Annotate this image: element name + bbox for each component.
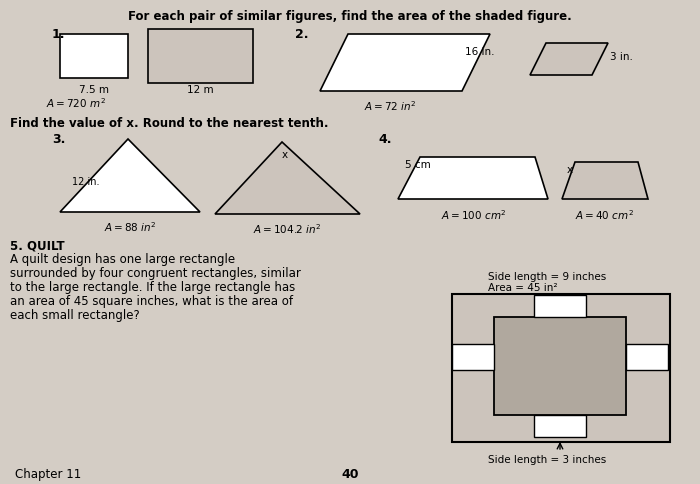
Text: surrounded by four congruent rectangles, similar: surrounded by four congruent rectangles,… <box>10 267 301 279</box>
Text: $A = 104.2\ in^2$: $A = 104.2\ in^2$ <box>253 222 321 235</box>
Text: 12 m: 12 m <box>187 85 214 95</box>
Text: 5 cm: 5 cm <box>405 160 430 170</box>
Text: 16 in.: 16 in. <box>465 47 494 57</box>
Polygon shape <box>60 140 200 212</box>
Bar <box>452 344 494 370</box>
Bar <box>148 30 253 84</box>
Text: 7.5 m: 7.5 m <box>79 85 109 95</box>
Text: 4.: 4. <box>378 133 391 146</box>
Text: 5. QUILT: 5. QUILT <box>10 240 64 253</box>
Text: x: x <box>282 150 288 160</box>
Text: to the large rectangle. If the large rectangle has: to the large rectangle. If the large rec… <box>10 280 295 293</box>
Text: Side length = 3 inches: Side length = 3 inches <box>488 454 606 464</box>
Text: each small rectangle?: each small rectangle? <box>10 308 140 321</box>
Bar <box>452 294 670 442</box>
Text: 3.: 3. <box>52 133 65 146</box>
Text: Area = 45 in²: Area = 45 in² <box>488 283 557 292</box>
Text: 1.: 1. <box>52 28 66 41</box>
Polygon shape <box>530 44 608 76</box>
Text: an area of 45 square inches, what is the area of: an area of 45 square inches, what is the… <box>10 294 293 307</box>
Text: 12 in.: 12 in. <box>72 177 99 187</box>
Text: Chapter 11: Chapter 11 <box>15 467 81 480</box>
Text: x: x <box>567 165 573 175</box>
Text: $A = 40\ cm^2$: $A = 40\ cm^2$ <box>575 208 634 221</box>
Text: A quilt design has one large rectangle: A quilt design has one large rectangle <box>10 253 235 265</box>
Bar <box>60 35 128 79</box>
Polygon shape <box>398 158 548 199</box>
Text: Side length = 9 inches: Side length = 9 inches <box>488 272 606 281</box>
Bar <box>494 318 626 415</box>
Polygon shape <box>320 35 490 92</box>
Text: $A = 72\ in^2$: $A = 72\ in^2$ <box>363 99 416 113</box>
Text: $A = 720\ m^2$: $A = 720\ m^2$ <box>46 96 106 109</box>
Text: For each pair of similar figures, find the area of the shaded figure.: For each pair of similar figures, find t… <box>128 10 572 23</box>
Bar <box>626 344 668 370</box>
Text: $A = 100\ cm^2$: $A = 100\ cm^2$ <box>441 208 507 221</box>
Polygon shape <box>215 143 360 214</box>
Text: Find the value of x. Round to the nearest tenth.: Find the value of x. Round to the neares… <box>10 117 328 130</box>
Text: 2.: 2. <box>295 28 309 41</box>
Text: 3 in.: 3 in. <box>610 52 633 62</box>
Text: $A = 88\ in^2$: $A = 88\ in^2$ <box>104 220 156 233</box>
Text: 40: 40 <box>342 467 358 480</box>
Bar <box>534 295 586 318</box>
Polygon shape <box>562 163 648 199</box>
Bar <box>534 415 586 437</box>
